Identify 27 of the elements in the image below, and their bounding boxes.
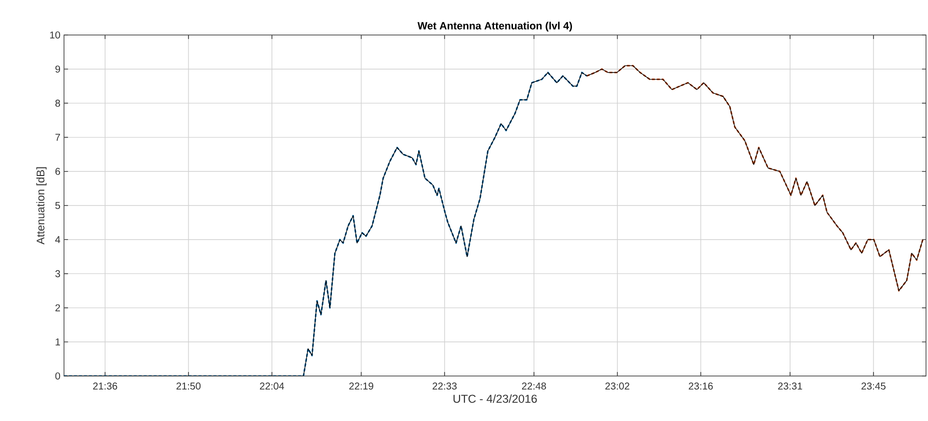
line-series	[64, 65, 924, 376]
x-axis-title: UTC - 4/23/2016	[454, 394, 537, 403]
y-tick-label: 3	[55, 270, 60, 278]
y-tick-label: 2	[55, 304, 60, 312]
y-tick-label: 1	[56, 338, 60, 346]
x-tick-label: 22:33	[432, 382, 457, 390]
y-axis-title: Attenuation [dB]	[36, 167, 47, 244]
y-tick-label: 4	[55, 236, 60, 244]
y-tick-label: 10	[50, 31, 60, 39]
line-series	[586, 64, 924, 292]
x-tick-label: 22:48	[522, 382, 546, 390]
y-tick-label: 0	[55, 372, 60, 380]
x-tick-label: 23:45	[862, 382, 886, 390]
x-tick-label: 22:19	[349, 382, 374, 390]
x-tick-label: 22:04	[260, 382, 284, 390]
chart-title: Wet Antenna Attenuation (lvl 4)	[418, 22, 572, 32]
y-tick-label: 6	[55, 168, 60, 175]
x-tick-label: 23:16	[688, 382, 713, 390]
x-tick-label: 21:36	[93, 382, 118, 390]
y-tick-label: 7	[55, 134, 60, 141]
x-tick-label: 21:50	[176, 382, 201, 390]
x-tick-label: 23:31	[778, 382, 802, 390]
line-series	[64, 72, 588, 376]
x-tick-label: 23:02	[605, 382, 630, 390]
y-tick-label: 8	[55, 100, 60, 107]
y-tick-label: 5	[55, 202, 60, 209]
y-tick-label: 9	[55, 66, 60, 73]
